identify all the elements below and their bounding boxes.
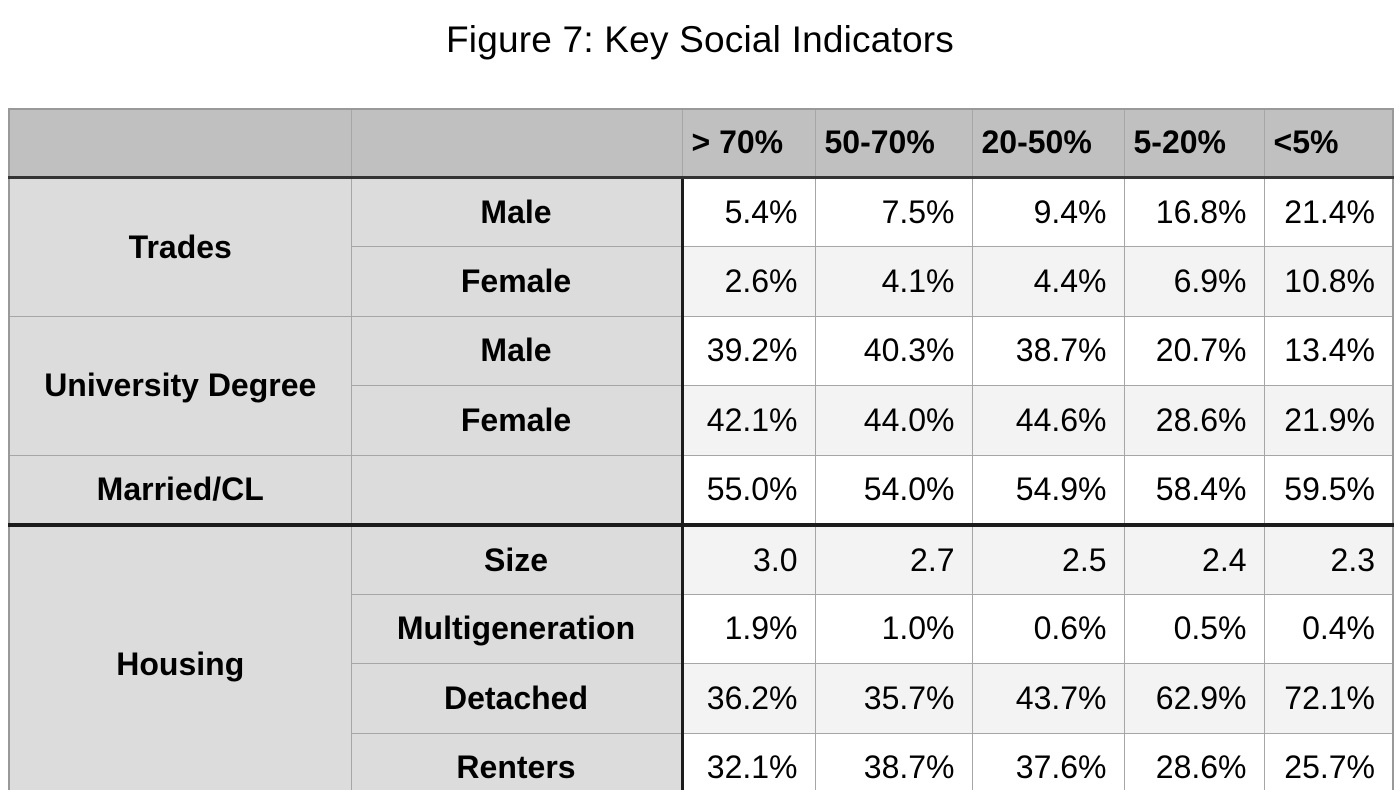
value-cell: 44.6% [971, 385, 1125, 456]
table-row: University Degree Male 39.2% 40.3% 38.7% 20.7… [8, 315, 1394, 456]
value-cell: 2.3 [1263, 522, 1394, 595]
table-row: Trades Male 5.4% 7.5% 9.4% 16.8% 21.4% [8, 176, 1394, 317]
value-cell: 42.1% [680, 385, 816, 456]
table-row: Housing Size 3.0 2.7 2.5 2.4 2.3 [8, 522, 1394, 790]
row-label-cell: Multigeneration [350, 593, 683, 664]
row-label-cell: Female [350, 385, 683, 456]
table-row: Renters 32.1% 38.7% 37.6% 28.6% 25.7% [9, 732, 1394, 790]
value-cell: 6.9% [1123, 246, 1265, 317]
value-cell: 28.6% [1123, 385, 1265, 456]
value-cell: 7.5% [814, 176, 973, 247]
value-cell: 54.0% [814, 454, 973, 525]
row-label-cell: Detached [350, 663, 683, 734]
value-cell: 0.5% [1123, 593, 1265, 664]
table-row: Married/CL 55.0% 54.0% 54.9% 58.4% 59.5% [8, 454, 1394, 525]
value-cell: 38.7% [814, 732, 973, 790]
value-cell: 32.1% [680, 732, 816, 790]
group-label-cell: University Degree [8, 315, 352, 456]
value-cell: 3.0 [680, 522, 816, 595]
row-label-cell: Male [350, 176, 683, 247]
value-cell: 58.4% [1123, 454, 1265, 525]
indicators-table: > 70% 50-70% 20-50% 5-20% <5% Trades Male… [8, 108, 1394, 790]
group-label-cell: Trades [8, 176, 352, 317]
value-cell: 25.7% [1263, 732, 1394, 790]
column-header-20-50: 20-50% [971, 108, 1125, 179]
corner-cell-sub [350, 108, 683, 179]
value-cell: 4.4% [971, 246, 1125, 317]
row-label-cell: Renters [350, 732, 683, 790]
value-cell: 13.4% [1263, 315, 1394, 386]
column-header-gt70: > 70% [681, 108, 816, 179]
value-cell: 0.4% [1263, 593, 1394, 664]
value-cell: 40.3% [814, 315, 973, 386]
value-cell: 2.7 [814, 522, 973, 595]
value-cell: 5.4% [680, 176, 816, 247]
value-cell: 21.4% [1263, 176, 1394, 247]
value-cell: 72.1% [1263, 663, 1394, 734]
corner-cell-group [8, 108, 352, 179]
row-label-cell: Female [350, 246, 683, 317]
figure-title: Figure 7: Key Social Indicators [446, 19, 954, 60]
value-cell: 54.9% [971, 454, 1125, 525]
value-cell: 1.9% [680, 593, 816, 664]
table-row: Female 42.1% 44.0% 44.6% 28.6% 21.9% [9, 385, 1394, 456]
header-row: > 70% 50-70% 20-50% 5-20% <5% [8, 108, 1394, 179]
row-label-cell: Male [350, 315, 683, 386]
value-cell: 37.6% [971, 732, 1125, 790]
value-cell: 2.5 [971, 522, 1125, 595]
value-cell: 2.4 [1123, 522, 1265, 595]
column-header-50-70: 50-70% [814, 108, 973, 179]
table-row: Detached 36.2% 35.7% 43.7% 62.9% 72.1% [9, 663, 1394, 734]
column-header-5-20: 5-20% [1123, 108, 1265, 179]
row-label-cell: Size [350, 522, 683, 595]
value-cell: 59.5% [1263, 454, 1394, 525]
value-cell: 38.7% [971, 315, 1125, 386]
value-cell: 4.1% [814, 246, 973, 317]
value-cell: 16.8% [1123, 176, 1265, 247]
figure-page: Figure 7: Key Social Indicators > 70% 50… [0, 18, 1400, 790]
value-cell: 35.7% [814, 663, 973, 734]
table-header: > 70% 50-70% 20-50% 5-20% <5% [8, 108, 1394, 179]
value-cell: 28.6% [1123, 732, 1265, 790]
value-cell: 62.9% [1123, 663, 1265, 734]
group-label-cell: Married/CL [8, 454, 352, 525]
table-body: Trades Male 5.4% 7.5% 9.4% 16.8% 21.4% Female 2.… [8, 176, 1394, 790]
group-label-cell: Housing [8, 522, 352, 790]
row-label-cell [350, 454, 683, 525]
value-cell: 39.2% [680, 315, 816, 386]
value-cell: 0.6% [971, 593, 1125, 664]
value-cell: 20.7% [1123, 315, 1265, 386]
table-row: Female 2.6% 4.1% 4.4% 6.9% 10.8% [9, 246, 1394, 317]
value-cell: 43.7% [971, 663, 1125, 734]
value-cell: 44.0% [814, 385, 973, 456]
value-cell: 2.6% [680, 246, 816, 317]
column-header-lt5: <5% [1263, 108, 1394, 179]
value-cell: 9.4% [971, 176, 1125, 247]
value-cell: 55.0% [680, 454, 816, 525]
value-cell: 1.0% [814, 593, 973, 664]
value-cell: 21.9% [1263, 385, 1394, 456]
value-cell: 36.2% [680, 663, 816, 734]
value-cell: 10.8% [1263, 246, 1394, 317]
